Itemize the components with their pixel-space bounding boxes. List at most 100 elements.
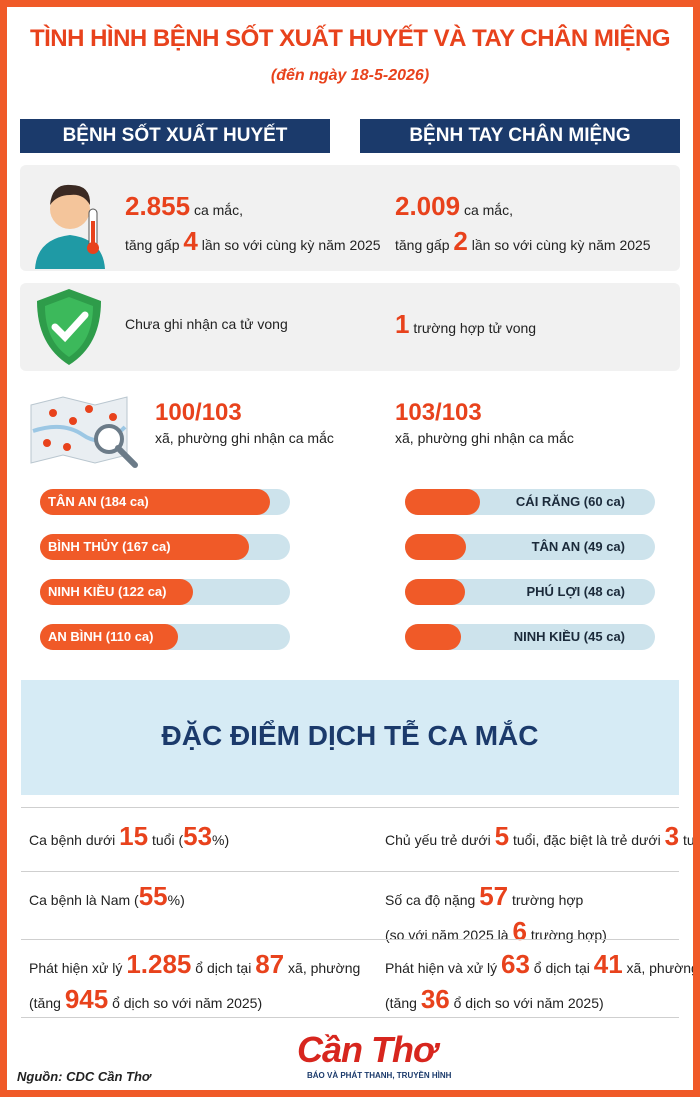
bar — [40, 579, 193, 605]
text-segment: tuổi — [682, 832, 695, 848]
highlight-number: 2 — [453, 226, 468, 257]
epi-cell: Ca bệnh là Nam (55%) — [29, 879, 185, 914]
logo: Cần Thơ — [297, 1029, 437, 1070]
text-segment: %) — [212, 832, 230, 848]
epi-cell: Phát hiện xử lý 1.285 ổ dịch tại 87 xã, … — [29, 947, 360, 1017]
text-segment: (tăng — [385, 995, 421, 1012]
text-segment: Chưa ghi nhận ca tử vong — [125, 316, 288, 332]
text-segment: tuổi, đặc biệt là trẻ dưới — [509, 832, 665, 848]
bar — [40, 624, 178, 650]
text-segment: xã, phường — [284, 960, 361, 976]
text-segment: tuổi ( — [148, 832, 184, 848]
text-segment: Phát hiện xử lý — [29, 960, 127, 976]
bar-track: NINH KIỀU (45 ca) — [405, 624, 655, 650]
text-segment: Chủ yếu trẻ dưới — [385, 832, 495, 848]
text-segment: ổ dịch so với năm 2025) — [108, 995, 263, 1012]
panel — [20, 165, 680, 271]
separator — [21, 1017, 679, 1018]
title: TÌNH HÌNH BỆNH SỐT XUẤT HUYẾT VÀ TAY CHÂ… — [29, 25, 671, 52]
bar-track: PHÚ LỢI (48 ca) — [405, 579, 655, 605]
separator — [21, 807, 679, 808]
highlight-number: 55 — [138, 881, 168, 911]
highlight-number: 103/103 — [395, 399, 482, 426]
separator — [21, 871, 679, 872]
text-segment: ổ dịch tại — [529, 960, 594, 976]
bar — [405, 489, 480, 515]
cases: 2.009 ca mắc, tăng gấp 2 lần so với cùng … — [395, 189, 651, 259]
highlight-number: 945 — [64, 984, 109, 1015]
bar — [405, 579, 465, 605]
text-line: Ca bệnh dưới 15 tuổi (53%) — [29, 819, 229, 854]
epi-cell: Phát hiện và xử lý 63 ổ dịch tại 41 xã, … — [385, 947, 699, 1017]
bar-label: CÁI RĂNG (60 ca) — [515, 494, 625, 509]
text-segment: ổ dịch so với năm 2025) — [449, 995, 604, 1012]
text-line: Chưa ghi nhận ca tử vong — [125, 315, 288, 334]
text-line: tăng gấp 2 lần so với cùng kỳ năm 2025 — [395, 224, 651, 259]
highlight-number: 53 — [183, 821, 213, 851]
text-line: xã, phường ghi nhận ca mắc — [155, 429, 334, 448]
highlight-number: 4 — [183, 226, 198, 257]
bar-track: TÂN AN (184 ca) — [40, 489, 290, 515]
bar-label: NINH KIỀU (45 ca) — [513, 629, 625, 644]
bar-label: BÌNH THỦY (167 ca) — [48, 539, 171, 554]
bar-label: AN BÌNH (110 ca) — [48, 629, 154, 644]
cases: 2.855 ca mắc, tăng gấp 4 lần so với cùng … — [125, 189, 381, 259]
text-line: xã, phường ghi nhận ca mắc — [395, 429, 574, 448]
highlight-number: 15 — [119, 821, 149, 851]
highlight-number: 100/103 — [155, 399, 242, 426]
communes: 100/103 xã, phường ghi nhận ca mắc — [155, 397, 334, 448]
bar-label: TÂN AN (184 ca) — [48, 494, 149, 509]
patient-icon — [35, 184, 105, 269]
bar — [40, 534, 249, 560]
text-segment: lần so với cùng kỳ năm 2025 — [467, 237, 651, 254]
bar — [405, 534, 467, 560]
text-segment: tăng gấp — [125, 237, 184, 254]
text-segment: Phát hiện và xử lý — [385, 960, 501, 976]
bar-track: AN BÌNH (110 ca) — [40, 624, 290, 650]
text-segment: trường hợp tử vong — [409, 320, 537, 336]
highlight-number: 2.855 — [125, 191, 191, 221]
banner — [21, 680, 679, 795]
highlight-number: 36 — [420, 984, 450, 1015]
text-segment: %) — [167, 892, 185, 908]
bar — [40, 489, 270, 515]
highlight-number: 1.285 — [126, 949, 192, 979]
bar-track: CÁI RĂNG (60 ca) — [405, 489, 655, 515]
highlight-number: 3 — [664, 821, 680, 851]
text-segment: trường hợp — [508, 892, 584, 908]
source: Nguồn: CDC Cần Thơ — [17, 1069, 151, 1084]
panel — [20, 283, 680, 371]
text-segment: ca mắc, — [460, 202, 513, 218]
text-line: Phát hiện và xử lý 63 ổ dịch tại 41 xã, … — [385, 947, 699, 982]
highlight-number: 5 — [494, 821, 510, 851]
bar-label: NINH KIỀU (122 ca) — [48, 584, 167, 599]
text-segment: Số ca độ nặng — [385, 892, 480, 908]
text-line: 2.855 ca mắc, — [125, 189, 381, 224]
highlight-number: 41 — [593, 949, 623, 979]
map-icon — [30, 396, 138, 468]
text-line: (so với năm 2025 là 6 trường hợp) — [385, 914, 607, 949]
deaths: 1 trường hợp tử vong — [395, 307, 536, 342]
text-line: Chủ yếu trẻ dưới 5 tuổi, đặc biệt là trẻ… — [385, 819, 695, 854]
bar-track: BÌNH THỦY (167 ca) — [40, 534, 290, 560]
text-segment: Ca bệnh là Nam ( — [29, 892, 139, 908]
text-segment: trường hợp) — [526, 927, 607, 944]
logo-tagline: BÁO VÀ PHÁT THANH, TRUYỀN HÌNH — [307, 1071, 452, 1080]
text-line: (tăng 945 ổ dịch so với năm 2025) — [29, 982, 360, 1017]
text-segment: (tăng — [29, 995, 65, 1012]
communes: 103/103 xã, phường ghi nhận ca mắc — [395, 397, 574, 448]
bar-track: TÂN AN (49 ca) — [405, 534, 655, 560]
highlight-number: 6 — [512, 916, 527, 947]
highlight-number: 57 — [479, 881, 509, 911]
text-line: 2.009 ca mắc, — [395, 189, 651, 224]
text-segment: tăng gấp — [395, 237, 454, 254]
text-segment: xã, phường — [622, 960, 699, 976]
highlight-number: 87 — [255, 949, 285, 979]
shield-icon — [37, 289, 101, 365]
bar-track: NINH KIỀU (122 ca) — [40, 579, 290, 605]
bar-label: TÂN AN (49 ca) — [531, 539, 625, 554]
column-heading: BỆNH TAY CHÂN MIỆNG — [360, 119, 680, 153]
text-segment: xã, phường ghi nhận ca mắc — [155, 430, 334, 447]
column-heading: BỆNH SỐT XUẤT HUYẾT — [20, 119, 330, 153]
